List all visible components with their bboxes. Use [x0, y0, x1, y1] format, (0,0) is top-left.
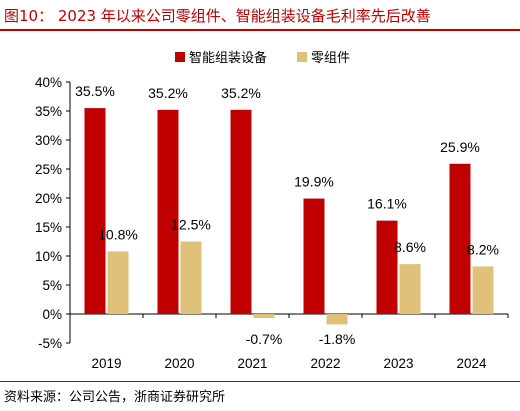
y-tick-label: 40% — [35, 75, 62, 90]
figure-header: 图10： 2023 年以来公司零组件、智能组装设备毛利率先后改善 — [0, 0, 520, 31]
x-tick-label: 2021 — [237, 356, 267, 371]
legend-label-equipment: 智能组装设备 — [189, 50, 267, 66]
title-rule — [0, 29, 520, 31]
data-label-equipment: 25.9% — [440, 139, 480, 155]
bar-equipment — [157, 109, 179, 314]
y-tick-label: 15% — [35, 220, 62, 235]
x-tick-label: 2020 — [164, 356, 194, 371]
y-tick-label: -5% — [38, 336, 62, 351]
bar-components — [180, 241, 202, 314]
bar-equipment — [230, 109, 252, 314]
x-tick-label: 2024 — [456, 356, 487, 371]
bar-equipment — [303, 198, 325, 314]
data-label-equipment: 35.5% — [75, 83, 115, 99]
data-label-equipment: 35.2% — [148, 85, 188, 101]
data-label-components: 12.5% — [171, 217, 211, 233]
x-tick-label: 2019 — [91, 356, 121, 371]
bar-equipment — [376, 220, 398, 314]
data-label-equipment: 35.2% — [221, 85, 261, 101]
legend-swatch-components — [297, 52, 307, 62]
source-rule — [0, 381, 520, 382]
figure-title: 图10： 2023 年以来公司零组件、智能组装设备毛利率先后改善 — [4, 7, 431, 25]
legend-swatch-equipment — [175, 52, 185, 62]
data-label-components: -1.8% — [319, 331, 356, 347]
y-tick-label: 30% — [35, 133, 62, 148]
bar-components — [107, 251, 129, 314]
x-tick-label: 2022 — [310, 356, 340, 371]
source-note: 资料来源：公司公告，浙商证券研究所 — [4, 390, 226, 405]
bar-equipment — [449, 163, 471, 314]
data-label-components: 8.2% — [467, 241, 499, 257]
y-tick-label: 20% — [35, 191, 62, 206]
data-label-components: -0.7% — [246, 331, 283, 347]
x-tick-label: 2023 — [383, 356, 413, 371]
bar-components — [253, 314, 275, 319]
bar-components — [399, 264, 421, 314]
bar-chart: -5% 0% 5% 10% 15% 20% 25% 30% 35% 40% 2019 2020 2021… — [35, 50, 509, 371]
data-label-components: 10.8% — [98, 226, 138, 242]
y-tick-label: 0% — [42, 307, 62, 322]
data-label-equipment: 16.1% — [367, 196, 407, 212]
legend-label-components: 零组件 — [311, 51, 350, 66]
bar-equipment — [84, 108, 106, 314]
y-tick-label: 25% — [35, 162, 62, 177]
y-tick-label: 10% — [35, 249, 62, 264]
bar-components — [472, 266, 494, 314]
data-label-components: 8.6% — [394, 239, 426, 255]
y-tick-label: 5% — [42, 278, 62, 293]
data-label-equipment: 19.9% — [294, 174, 334, 190]
y-tick-label: 35% — [35, 104, 62, 119]
bar-components — [326, 314, 348, 325]
